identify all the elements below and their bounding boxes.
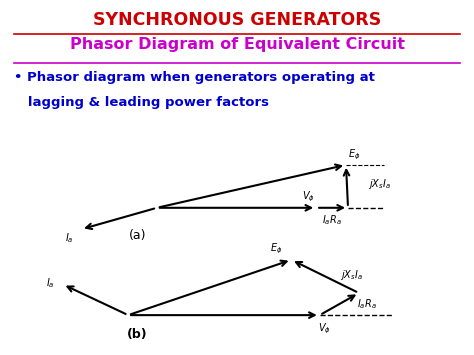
Text: Phasor Diagram of Equivalent Circuit: Phasor Diagram of Equivalent Circuit: [70, 37, 404, 52]
Text: (b): (b): [127, 328, 148, 342]
Text: (a): (a): [129, 229, 146, 242]
Text: lagging & leading power factors: lagging & leading power factors: [14, 96, 269, 109]
Text: SYNCHRONOUS GENERATORS: SYNCHRONOUS GENERATORS: [93, 11, 381, 29]
Text: $V_\phi$: $V_\phi$: [302, 189, 315, 203]
Text: $E_\phi$: $E_\phi$: [348, 147, 360, 162]
Text: $E_\phi$: $E_\phi$: [270, 242, 283, 256]
Text: $I_aR_a$: $I_aR_a$: [322, 213, 342, 227]
Text: $I_aR_a$: $I_aR_a$: [357, 297, 376, 311]
Text: $jX_sI_a$: $jX_sI_a$: [368, 177, 391, 191]
Text: $V_\phi$: $V_\phi$: [318, 321, 330, 336]
Text: $jX_sI_a$: $jX_sI_a$: [340, 268, 363, 282]
Text: • Phasor diagram when generators operating at: • Phasor diagram when generators operati…: [14, 71, 375, 84]
Text: $I_a$: $I_a$: [46, 276, 54, 290]
Text: $I_a$: $I_a$: [65, 231, 73, 245]
